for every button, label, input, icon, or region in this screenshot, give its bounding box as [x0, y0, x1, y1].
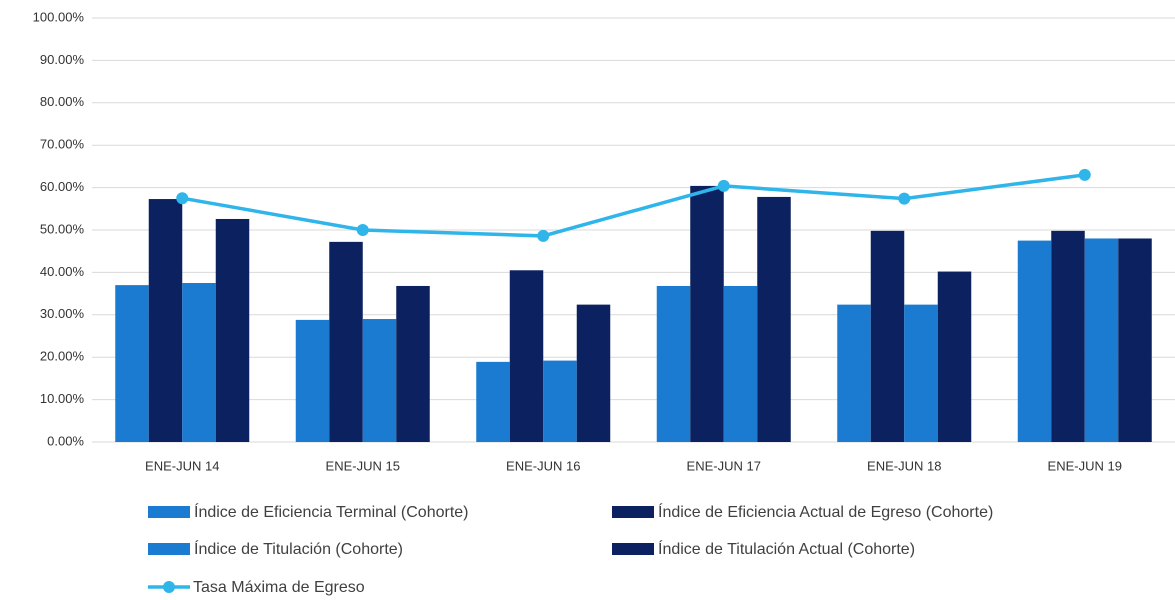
x-tick-label: ENE-JUN 19 [1048, 458, 1122, 473]
bar [329, 241, 363, 442]
legend-swatch [612, 506, 654, 518]
x-tick-label: ENE-JUN 14 [145, 458, 219, 473]
bar [837, 304, 871, 442]
x-tick-label: ENE-JUN 15 [326, 458, 400, 473]
bar [396, 285, 430, 442]
line-point [356, 224, 369, 236]
x-tick-label: ENE-JUN 17 [687, 458, 761, 473]
bar [148, 199, 183, 442]
bar [362, 319, 397, 442]
bar [1118, 238, 1152, 442]
bar [937, 271, 972, 442]
bar [904, 304, 938, 442]
line-point [176, 192, 189, 205]
legend-swatch [148, 543, 190, 555]
y-tick-label: 0.00% [47, 433, 84, 448]
bar [215, 218, 250, 442]
bar [476, 361, 510, 442]
y-tick-label: 50.00% [40, 221, 85, 236]
y-tick-label: 40.00% [40, 264, 85, 279]
y-tick-label: 30.00% [40, 306, 85, 321]
line-point [537, 229, 550, 242]
bar [509, 270, 544, 442]
y-tick-label: 10.00% [40, 391, 85, 406]
legend-label: Índice de Titulación (Cohorte) [194, 539, 403, 558]
y-tick-label: 100.00% [33, 9, 85, 24]
bar [295, 319, 330, 442]
bar [1084, 238, 1119, 442]
bar [870, 230, 905, 442]
legend-swatch [612, 543, 654, 555]
bar [723, 285, 758, 442]
y-tick-label: 80.00% [40, 94, 85, 109]
y-tick-label: 70.00% [40, 137, 85, 152]
y-tick-label: 90.00% [40, 52, 85, 67]
line-point [717, 179, 730, 192]
legend-label: Índice de Eficiencia Terminal (Cohorte) [194, 502, 469, 521]
x-tick-label: ENE-JUN 18 [867, 458, 941, 473]
x-tick-label: ENE-JUN 16 [506, 458, 580, 473]
bar [182, 283, 216, 442]
bar [757, 196, 791, 442]
bar [1017, 240, 1052, 442]
legend-label: Índice de Eficiencia Actual de Egreso (C… [658, 502, 993, 521]
bar [656, 285, 691, 442]
legend-label: Índice de Titulación Actual (Cohorte) [658, 539, 915, 558]
bar [1051, 230, 1085, 442]
y-tick-label: 20.00% [40, 349, 85, 364]
line-point [898, 192, 911, 205]
bar [690, 185, 724, 443]
line [181, 173, 1085, 238]
bar [543, 360, 577, 442]
legend-swatch [163, 581, 175, 593]
bar [576, 304, 611, 442]
y-tick-label: 60.00% [40, 179, 85, 194]
legend-label: Tasa Máxima de Egreso [193, 579, 365, 596]
bar [115, 285, 149, 442]
legend-swatch [148, 506, 190, 518]
line-point [1078, 168, 1091, 181]
